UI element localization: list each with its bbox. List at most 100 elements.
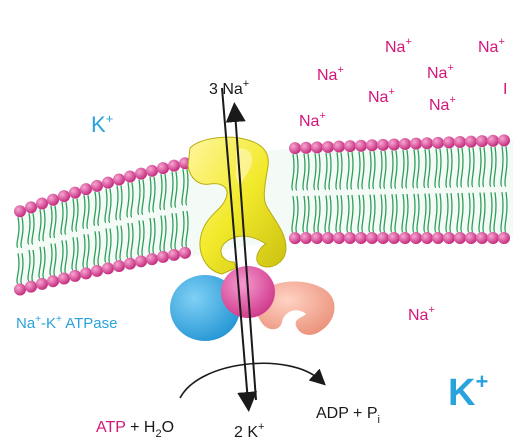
lipid-tail	[317, 195, 321, 233]
lipid-tail	[401, 193, 405, 233]
lipid-head	[91, 179, 103, 192]
lipid-head	[366, 232, 378, 244]
k-transport-arrow	[221, 87, 258, 412]
lipid-tail	[434, 148, 438, 189]
lipid-tail	[93, 191, 97, 226]
lipid-tail	[350, 194, 354, 233]
lipid-head	[454, 232, 466, 244]
lipid-tail	[53, 243, 57, 276]
lipid-tail	[71, 198, 75, 232]
na-k-atpase-pump	[170, 136, 335, 341]
lipid-tail	[163, 174, 167, 211]
lipid-tail	[335, 152, 339, 190]
lipid-tail	[20, 253, 24, 285]
k-two-count-label: 2 K+	[234, 421, 264, 441]
lipid-tail	[427, 193, 431, 233]
lipid-tail	[115, 225, 119, 261]
lipid-tail	[493, 146, 497, 188]
edge-partial-label: I	[503, 81, 507, 98]
lipid-head	[47, 193, 59, 206]
lipid-tail	[361, 151, 365, 190]
lipid-tail	[335, 195, 339, 233]
lipid-head	[487, 134, 499, 147]
lipid-tail	[60, 202, 64, 235]
lipid-tail	[31, 249, 35, 282]
lipid-head	[311, 141, 323, 154]
lipid-tail	[64, 240, 68, 274]
lipid-tail	[152, 217, 156, 254]
lipid-tail	[152, 176, 156, 213]
lipid-tail	[306, 195, 310, 233]
lipid-tail	[75, 198, 79, 232]
lipid-tail	[137, 179, 141, 216]
lipid-head	[377, 232, 389, 244]
lipid-head	[80, 267, 92, 280]
lipid-tail	[141, 220, 145, 256]
lipid-head	[157, 162, 169, 175]
lipid-tail	[104, 188, 108, 224]
lipid-head	[102, 262, 114, 275]
lipid-tail	[163, 215, 167, 252]
lipid-tail	[97, 191, 101, 226]
lipid-head	[135, 167, 147, 180]
lipid-tail	[42, 246, 46, 279]
na-three-count-label: 3 Na+	[209, 78, 249, 98]
lipid-head	[333, 140, 345, 153]
lipid-tail	[372, 194, 376, 233]
lipid-head	[300, 141, 312, 154]
lipid-tail	[130, 182, 134, 218]
lipid-tail	[357, 194, 361, 233]
lipid-head	[476, 232, 488, 244]
lipid-tail	[324, 152, 328, 191]
lipid-tail	[489, 146, 493, 188]
sodium-ion-label: Na+	[368, 86, 395, 106]
lipid-tail	[302, 195, 306, 233]
lipid-tail	[449, 148, 453, 188]
lipid-head	[333, 232, 345, 244]
lipid-head	[377, 138, 389, 151]
lipid-head	[388, 138, 400, 151]
lipid-tail	[185, 169, 189, 206]
lipid-tail	[478, 147, 482, 188]
lipid-head	[58, 190, 70, 203]
lipid-head	[91, 264, 103, 277]
pump-transmembrane-subunit	[187, 136, 287, 275]
lipid-tail	[75, 237, 79, 271]
lipid-head	[179, 246, 191, 259]
lipid-tail	[16, 217, 20, 249]
lipid-tail	[500, 192, 504, 233]
lipid-tail	[148, 176, 152, 213]
lipid-tail	[412, 149, 416, 189]
lipid-tail	[449, 193, 453, 233]
lipid-head	[168, 159, 180, 172]
lipid-tail	[148, 217, 152, 254]
lipid-tail	[108, 188, 112, 224]
lipid-tail	[500, 146, 504, 187]
lipid-head	[102, 176, 114, 189]
lipid-head	[58, 272, 70, 285]
sodium-ion-label: Na+	[317, 64, 344, 84]
lipid-tail	[170, 171, 174, 208]
lipid-tail	[16, 253, 20, 285]
lipid-head	[157, 250, 169, 263]
lipid-tail	[339, 195, 343, 233]
na-transport-arrow	[225, 102, 257, 401]
lipid-heads-top	[14, 134, 510, 218]
enzyme-name-label: Na+-K+ ATPase	[16, 314, 117, 332]
lipid-tail	[119, 225, 123, 261]
lipid-tail	[97, 231, 101, 266]
lipid-tail	[390, 194, 394, 233]
lipid-head	[135, 255, 147, 268]
lipid-head	[146, 164, 158, 177]
lipid-head	[25, 201, 37, 214]
lipid-head	[388, 232, 400, 244]
lipid-head	[476, 135, 488, 148]
lipid-tail	[445, 193, 449, 233]
lipid-tail	[295, 196, 299, 233]
pump-salmon-domain	[255, 281, 335, 335]
lipid-head	[113, 259, 125, 272]
lipid-head	[410, 137, 422, 150]
lipid-tail	[394, 194, 398, 233]
lipid-tail	[379, 194, 383, 233]
